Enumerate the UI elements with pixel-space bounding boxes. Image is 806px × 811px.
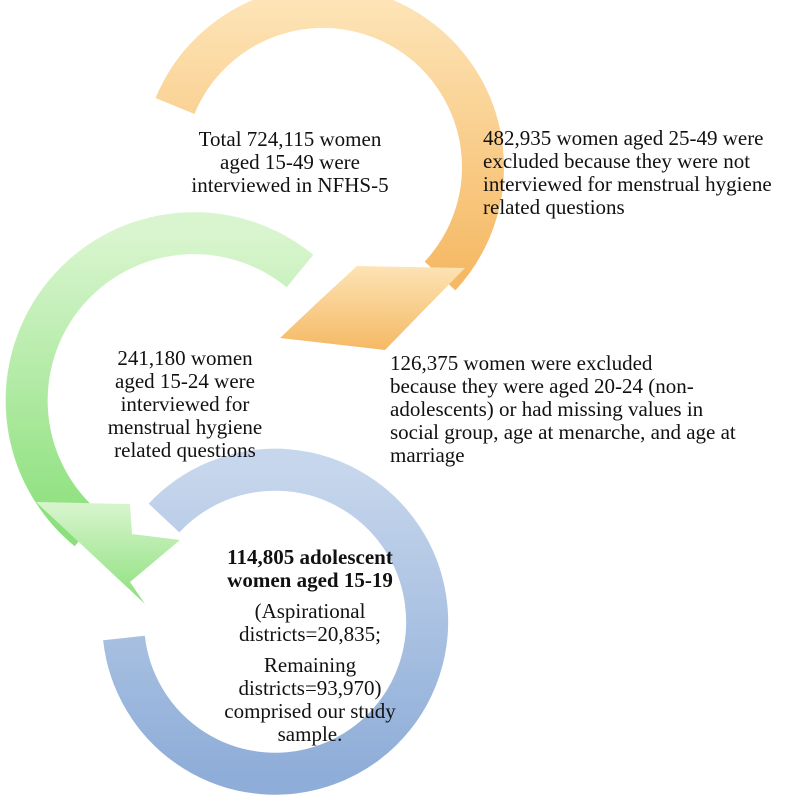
arrow-head-step2	[36, 502, 180, 604]
step3-body-line: comprised our study	[224, 699, 396, 723]
step2-line: related questions	[114, 438, 256, 462]
exclusion2-line: 126,375 women were excluded	[390, 351, 653, 375]
exclusion1-line: interviewed for menstrual hygiene	[483, 172, 772, 196]
step3-title-line: women aged 15-19	[227, 568, 393, 592]
step3-title: 114,805 adolescent women aged 15-19	[170, 546, 450, 592]
exclusion2-line: adolescents) or had missing values in	[390, 397, 704, 421]
exclusion1-text: 482,935 women aged 25-49 were excluded b…	[483, 127, 803, 219]
exclusion1-line: excluded because they were not	[483, 149, 751, 173]
exclusion2-line: marriage	[390, 443, 465, 467]
step1-line: interviewed in NFHS-5	[191, 173, 389, 197]
arrow-step2	[5, 212, 314, 547]
step3-body-line: sample.	[277, 722, 343, 746]
step3-body: (Aspirational districts=20,835; Remainin…	[170, 600, 450, 746]
step2-line: interviewed for	[120, 392, 250, 416]
step2-line: 241,180 women	[117, 346, 253, 370]
exclusion2-line: social group, age at menarche, and age a…	[390, 420, 736, 444]
exclusion2-text: 126,375 women were excluded because they…	[390, 352, 770, 467]
step1-text: Total 724,115 women aged 15-49 were inte…	[170, 128, 410, 197]
arrow-step1	[155, 0, 504, 291]
step2-text: 241,180 women aged 15-24 were interviewe…	[70, 347, 300, 462]
step1-line: Total 724,115 women	[198, 127, 382, 151]
arrow-head-step1	[280, 266, 465, 350]
exclusion1-line: 482,935 women aged 25-49 were	[483, 126, 764, 150]
ring-step3	[103, 448, 449, 795]
exclusion1-line: related questions	[483, 195, 625, 219]
exclusion2-line: because they were aged 20-24 (non-	[390, 374, 694, 398]
step2-line: menstrual hygiene	[107, 415, 263, 439]
step3-title-line: 114,805 adolescent	[227, 545, 393, 569]
step3-body-line: districts=20,835;	[239, 622, 381, 646]
step1-line: aged 15-49 were	[220, 150, 360, 174]
step3-body-line: (Aspirational	[254, 599, 366, 623]
step3-body-line: districts=93,970)	[238, 676, 382, 700]
step3-body-line: Remaining	[263, 653, 357, 677]
step2-line: aged 15-24 were	[115, 369, 255, 393]
